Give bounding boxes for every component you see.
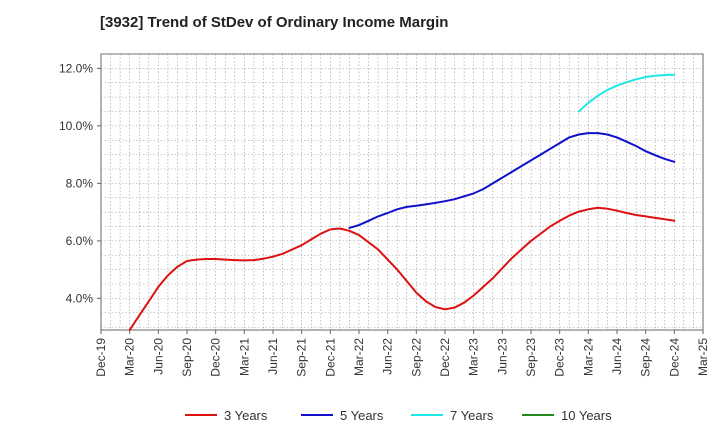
series-line-7-years <box>577 73 676 113</box>
legend: 3 Years 5 Years 7 Years 10 Years <box>185 408 612 423</box>
x-tick-label: Mar-25 <box>696 338 710 376</box>
series-lines <box>128 73 676 331</box>
x-tick-label: Mar-22 <box>352 338 366 376</box>
x-tick-label: Jun-20 <box>151 338 165 375</box>
x-tick-label: Mar-20 <box>123 338 137 376</box>
series-line-5-years <box>348 132 676 229</box>
x-tick-label: Jun-21 <box>266 338 280 375</box>
y-tick-label: 6.0% <box>66 234 94 248</box>
series-line-3-years <box>128 206 676 331</box>
chart-title: [3932] Trend of StDev of Ordinary Income… <box>100 14 449 31</box>
x-tick-label: Dec-23 <box>553 338 567 377</box>
grid <box>101 53 703 330</box>
x-tick-label: Sep-24 <box>639 338 653 377</box>
x-tick-label: Dec-24 <box>667 338 681 377</box>
axes: 4.0% 6.0% 8.0% 10.0% 12.0% Dec-19 Mar-20 Jun-20… <box>59 61 710 376</box>
x-tick-label: Jun-22 <box>381 338 395 375</box>
y-tick-label: 10.0% <box>59 119 93 133</box>
legend-label-10-years: 10 Years <box>561 408 612 423</box>
plot-area <box>100 53 704 331</box>
x-tick-label: Dec-20 <box>209 338 223 377</box>
x-tick-label: Jun-23 <box>495 338 509 375</box>
x-tick-label: Dec-21 <box>323 338 337 377</box>
x-tick-label: Dec-19 <box>94 338 108 377</box>
x-tick-label: Mar-21 <box>237 338 251 376</box>
y-tick-label: 8.0% <box>66 176 94 190</box>
x-tick-label: Mar-24 <box>581 338 595 376</box>
legend-label-7-years: 7 Years <box>450 408 494 423</box>
x-tick-label: Mar-23 <box>467 338 481 376</box>
legend-label-5-years: 5 Years <box>340 408 384 423</box>
x-tick-label: Dec-22 <box>438 338 452 377</box>
x-tick-label: Sep-20 <box>180 338 194 377</box>
x-tick-label: Sep-23 <box>524 338 538 377</box>
y-tick-label: 4.0% <box>66 291 94 305</box>
legend-label-3-years: 3 Years <box>224 408 268 423</box>
x-tick-label: Sep-21 <box>295 338 309 377</box>
y-tick-label: 12.0% <box>59 61 93 75</box>
x-tick-label: Sep-22 <box>409 338 423 377</box>
x-tick-label: Jun-24 <box>610 338 624 375</box>
